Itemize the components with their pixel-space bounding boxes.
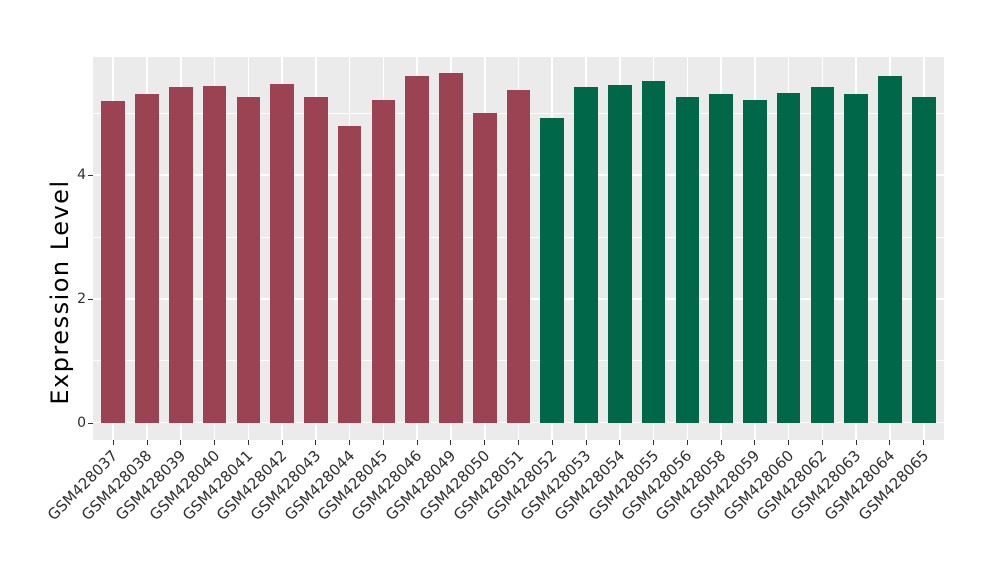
bar-GSM428037 xyxy=(101,100,126,423)
x-tick-mark xyxy=(281,440,283,445)
x-tick-mark xyxy=(889,440,891,445)
x-tick-mark xyxy=(923,440,925,445)
bar-GSM428064 xyxy=(878,75,902,423)
bar-GSM428051 xyxy=(506,90,531,423)
y-tick-mark xyxy=(88,422,93,424)
bar-GSM428055 xyxy=(641,80,666,423)
x-tick-mark xyxy=(450,440,452,445)
y-tick-mark xyxy=(88,175,93,177)
x-tick-mark xyxy=(112,440,114,445)
bar-GSM428053 xyxy=(574,87,598,423)
x-tick-mark xyxy=(821,440,823,445)
x-tick-mark xyxy=(788,440,790,445)
bar-GSM428040 xyxy=(202,86,227,423)
bar-GSM428041 xyxy=(236,97,261,423)
x-tick-mark xyxy=(518,440,519,445)
bar-GSM428056 xyxy=(675,96,700,423)
bar-GSM428058 xyxy=(709,94,733,423)
x-tick-mark xyxy=(653,440,655,445)
x-tick-mark xyxy=(754,440,756,445)
bar-GSM428054 xyxy=(607,84,632,423)
bar-GSM428060 xyxy=(776,92,801,423)
x-tick-mark xyxy=(146,440,148,445)
x-tick-mark xyxy=(349,440,351,445)
bar-GSM428052 xyxy=(540,117,565,423)
x-tick-mark xyxy=(214,440,216,445)
x-tick-mark xyxy=(382,440,384,445)
bar-GSM428062 xyxy=(810,86,835,423)
plot-panel xyxy=(93,57,944,440)
bar-GSM428045 xyxy=(371,99,396,423)
x-tick-mark xyxy=(585,440,587,445)
x-tick-mark xyxy=(619,440,621,445)
y-tick-mark xyxy=(88,298,93,300)
x-tick-mark xyxy=(416,440,418,445)
bar-GSM428049 xyxy=(439,73,463,423)
x-tick-mark xyxy=(315,440,317,445)
bar-GSM428043 xyxy=(304,96,328,423)
bar-GSM428046 xyxy=(405,75,429,423)
y-tick-label: 2 xyxy=(77,290,86,307)
bar-GSM428038 xyxy=(135,94,159,423)
bar-GSM428065 xyxy=(911,97,936,423)
x-tick-mark xyxy=(686,440,688,445)
x-tick-mark xyxy=(855,440,857,445)
bar-GSM428039 xyxy=(168,87,193,423)
bar-GSM428059 xyxy=(743,100,767,423)
y-tick-label: 4 xyxy=(77,167,86,184)
x-tick-mark xyxy=(247,440,249,445)
x-tick-mark xyxy=(180,440,182,445)
bar-GSM428050 xyxy=(472,112,497,423)
x-tick-mark xyxy=(484,440,486,445)
bar-GSM428042 xyxy=(270,84,294,423)
y-tick-label: 0 xyxy=(77,414,86,431)
x-tick-mark xyxy=(720,440,722,445)
bar-GSM428063 xyxy=(844,93,868,423)
x-tick-mark xyxy=(551,440,553,445)
bar-GSM428044 xyxy=(337,125,362,423)
